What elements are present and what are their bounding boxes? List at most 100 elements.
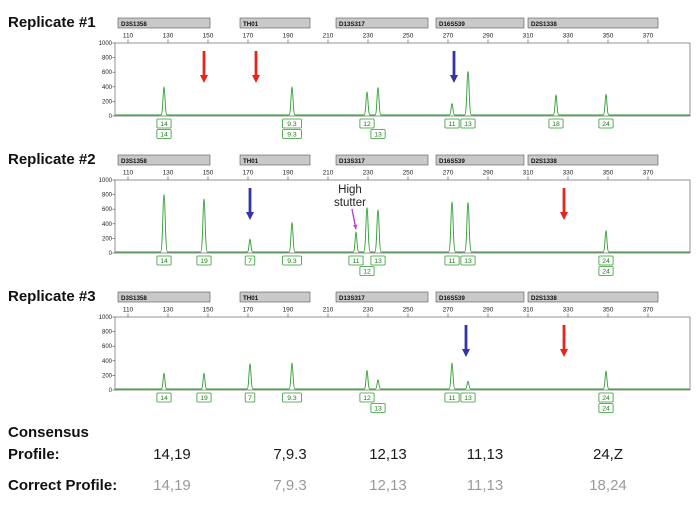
allele-label: 9.3 <box>287 395 297 402</box>
allele-box <box>156 255 172 266</box>
allele-box <box>156 118 172 129</box>
allele-label: 7 <box>248 258 252 265</box>
allele-box <box>348 255 364 266</box>
x-tick-label: 310 <box>523 170 534 177</box>
allele-label: 24 <box>602 395 610 402</box>
allele-label: 9.3 <box>287 131 297 138</box>
allele-label: 9.3 <box>287 121 297 128</box>
allele-box <box>359 392 375 403</box>
y-tick-label: 200 <box>102 373 113 379</box>
allele-box <box>196 392 212 403</box>
y-tick-label: 0 <box>109 388 113 394</box>
allele-label: 11 <box>448 258 455 265</box>
allele-label: 13 <box>374 131 382 138</box>
replicate-1-label: Replicate #1 <box>8 14 96 31</box>
x-tick-label: 290 <box>483 307 494 314</box>
consensus-value-th01: 7,9.3 <box>273 446 307 463</box>
dropout-arrowhead <box>560 212 568 220</box>
x-tick-label: 370 <box>643 170 654 177</box>
allele-label: 24 <box>602 121 610 128</box>
x-tick-label: 190 <box>283 33 294 40</box>
x-tick-label: 330 <box>563 170 574 177</box>
marker-bar <box>117 154 211 166</box>
x-tick-label: 270 <box>443 170 454 177</box>
x-tick-label: 250 <box>403 307 414 314</box>
y-tick-label: 1000 <box>99 41 113 47</box>
x-tick-label: 330 <box>563 307 574 314</box>
x-tick-label: 350 <box>603 33 614 40</box>
x-tick-label: 250 <box>403 33 414 40</box>
marker-bar <box>435 154 525 166</box>
x-tick-label: 110 <box>123 170 134 177</box>
y-tick-label: 600 <box>102 207 113 213</box>
x-tick-label: 110 <box>123 307 134 314</box>
allele-label: 11 <box>448 395 455 402</box>
x-tick-label: 110 <box>123 33 134 40</box>
allele-label: 13 <box>374 405 382 412</box>
allele-label: 11 <box>352 258 359 265</box>
replicate-2-label: Replicate #2 <box>8 151 96 168</box>
allele-label: 19 <box>200 258 208 265</box>
allele-label: 14 <box>160 121 168 128</box>
marker-label: TH01 <box>243 158 259 165</box>
x-tick-label: 150 <box>203 307 214 314</box>
allele-label: 14 <box>160 131 168 138</box>
y-tick-label: 400 <box>102 359 113 365</box>
trace-path <box>115 71 690 116</box>
allele-box <box>460 118 476 129</box>
consensus-label-line2: Profile: <box>8 446 60 463</box>
y-tick-label: 800 <box>102 330 113 336</box>
allele-box <box>359 118 375 129</box>
allele-box <box>196 255 212 266</box>
allele-label: 24 <box>602 405 610 412</box>
allele-box <box>282 118 302 129</box>
correct-value-d13s317: 12,13 <box>369 477 407 494</box>
marker-label: D2S1338 <box>531 295 557 302</box>
consensus-label-line1: Consensus <box>8 424 89 441</box>
allele-box <box>598 392 614 403</box>
marker-bar <box>527 17 659 29</box>
marker-label: D13S317 <box>339 295 365 302</box>
x-tick-label: 350 <box>603 307 614 314</box>
allele-label: 9.3 <box>287 258 297 265</box>
allele-box <box>244 255 256 266</box>
marker-bar <box>335 154 429 166</box>
x-tick-label: 210 <box>323 170 334 177</box>
x-tick-label: 330 <box>563 33 574 40</box>
marker-label: D3S1358 <box>121 21 147 28</box>
marker-label: TH01 <box>243 295 259 302</box>
allele-box <box>598 255 614 266</box>
x-tick-label: 310 <box>523 33 534 40</box>
marker-label: D2S1338 <box>531 21 557 28</box>
consensus-value-d16s539: 11,13 <box>466 446 504 463</box>
marker-bar <box>117 17 211 29</box>
x-tick-label: 210 <box>323 33 334 40</box>
dropout-arrowhead <box>560 349 568 357</box>
allele-box <box>444 392 460 403</box>
allele-label: 12 <box>363 268 371 275</box>
x-tick-label: 310 <box>523 307 534 314</box>
x-tick-label: 370 <box>643 33 654 40</box>
x-tick-label: 290 <box>483 33 494 40</box>
x-tick-label: 350 <box>603 170 614 177</box>
dropout-arrowhead <box>200 75 208 83</box>
y-tick-label: 600 <box>102 70 113 76</box>
x-tick-label: 370 <box>643 307 654 314</box>
consensus-value-d3s1358: 14,19 <box>153 446 191 463</box>
low-peak-arrowhead <box>246 212 254 220</box>
marker-label: D16S539 <box>439 295 465 302</box>
marker-bar <box>239 291 311 303</box>
allele-box <box>282 392 302 403</box>
x-tick-label: 230 <box>363 33 374 40</box>
marker-bar <box>239 17 311 29</box>
marker-bar <box>527 154 659 166</box>
x-tick-label: 230 <box>363 307 374 314</box>
y-tick-label: 0 <box>109 114 113 120</box>
allele-box <box>282 129 302 139</box>
x-tick-label: 130 <box>163 170 174 177</box>
allele-box <box>598 403 614 413</box>
plot-frame <box>114 179 691 254</box>
marker-label: TH01 <box>243 21 259 28</box>
